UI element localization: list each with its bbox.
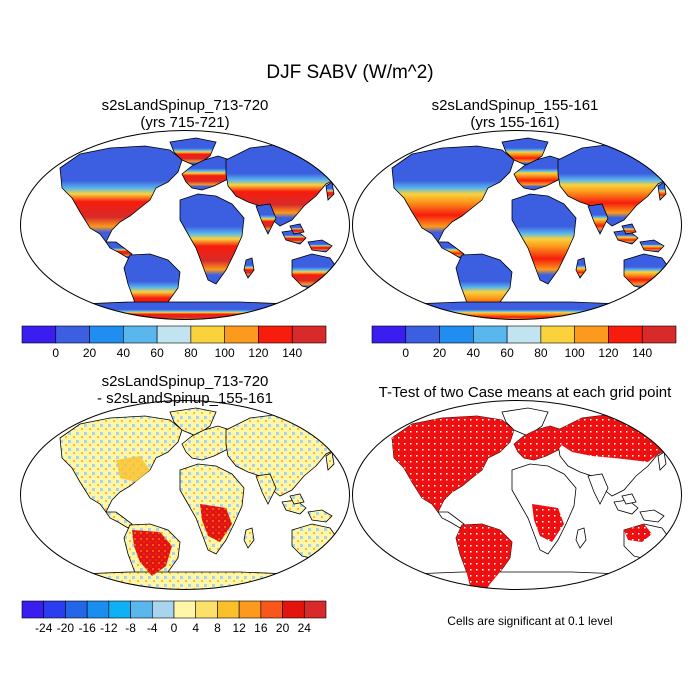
panel-2-title-line1: s2sLandSpinup_155-161: [431, 97, 599, 114]
panel-2-border: [352, 130, 682, 320]
colorbar-top-right-label: 120: [598, 346, 618, 360]
colorbar-top-right-label: 80: [534, 346, 548, 360]
colorbar-top-right-swatch: [439, 325, 474, 344]
panel-1-title: s2sLandSpinup_713-720 (yrs 715-721): [10, 97, 360, 131]
colorbar-top-right-label: 100: [565, 346, 585, 360]
colorbar-bottom-left-label: 20: [276, 621, 290, 635]
panel-4-title: T-Test of two Case means at each grid po…: [350, 384, 700, 401]
colorbar-bottom-left-swatch: [195, 600, 218, 619]
panel-2-land: [373, 137, 682, 320]
colorbar-bottom-left-label: 4: [192, 621, 199, 635]
colorbar-top-right-label: 140: [632, 346, 652, 360]
colorbar-bottom-left-swatch: [86, 600, 110, 619]
colorbar-bottom-left-label: 24: [298, 621, 312, 635]
panel-1-map: [20, 130, 350, 320]
colorbar-top-left-swatch: [156, 325, 192, 344]
colorbar-bottom-left-swatch: [303, 600, 327, 619]
colorbar-top-left-swatch: [291, 325, 327, 344]
colorbar-bottom-left-swatch: [282, 600, 305, 619]
colorbar-top-left-label: 120: [248, 346, 268, 360]
colorbar-bottom-left-swatch: [151, 600, 175, 619]
colorbar-top-right-swatch: [405, 325, 440, 344]
colorbar-bottom-left-label: 16: [254, 621, 268, 635]
panel-3-border: [20, 400, 350, 590]
colorbar-bottom-left-label: -4: [147, 621, 158, 635]
panel-1-land: [41, 137, 350, 320]
colorbar-top-left-swatch: [258, 325, 293, 344]
panel-4-land: [373, 407, 682, 590]
colorbar-bottom-left-label: -16: [78, 621, 96, 635]
colorbar-bottom-left-swatch: [21, 600, 45, 619]
panel-3-title: s2sLandSpinup_713-720 - s2sLandSpinup_15…: [10, 373, 360, 407]
colorbar-bottom-left-label: -24: [35, 621, 53, 635]
panel-1-title-line2: (yrs 715-721): [140, 114, 230, 131]
colorbar-top-right-label: 0: [402, 346, 409, 360]
panel-2-title-line2: (yrs 155-161): [470, 114, 560, 131]
colorbar-bottom-left-swatch: [130, 600, 153, 619]
colorbar-top-right-swatch: [371, 325, 407, 344]
colorbar-top-right-label: 20: [433, 346, 447, 360]
panel-1-border: [20, 130, 350, 320]
colorbar-bottom-left-label: -20: [57, 621, 75, 635]
panel-2-title: s2sLandSpinup_155-161 (yrs 155-161): [340, 97, 690, 131]
colorbar-top-left-label: 20: [83, 346, 97, 360]
colorbar-top-left-swatch: [55, 325, 90, 344]
panel-4-map: [352, 400, 682, 590]
colorbar-top-left-swatch: [224, 325, 259, 344]
colorbar-bottom-left-swatch: [173, 600, 197, 619]
colorbar-top-right-swatch: [473, 325, 508, 344]
colorbar-bottom-left-label: 8: [214, 621, 221, 635]
panel-3-title-line1: s2sLandSpinup_713-720: [101, 373, 269, 390]
significance-note: Cells are significant at 0.1 level: [447, 614, 613, 628]
panel-3-land: [41, 407, 350, 590]
colorbar-top-right-swatch: [574, 325, 609, 344]
colorbar-top-right-swatch: [608, 325, 643, 344]
colorbar-bottom-left-label: -8: [125, 621, 136, 635]
colorbar-top-left-label: 0: [52, 346, 59, 360]
colorbar-bottom-left-label: 12: [232, 621, 246, 635]
panel-3-map: [20, 400, 350, 590]
figure-title: DJF SABV (W/m^2): [266, 62, 434, 83]
colorbar-top-left-label: 140: [282, 346, 302, 360]
colorbar-top-right-swatch: [641, 325, 677, 344]
panel-1-title-line1: s2sLandSpinup_713-720: [101, 97, 269, 114]
colorbar-bottom-left-label: 0: [171, 621, 178, 635]
colorbar-top-left-swatch: [89, 325, 124, 344]
panel-4-border: [352, 400, 682, 590]
colorbar-top-right-label: 60: [500, 346, 514, 360]
colorbar-top-right-swatch: [506, 325, 542, 344]
colorbar-top-right-label: 40: [467, 346, 481, 360]
colorbar-bottom-left-swatch: [260, 600, 283, 619]
colorbar-bottom-left-swatch: [238, 600, 262, 619]
colorbar-bottom-left-swatch: [65, 600, 88, 619]
colorbar-top-left-label: 100: [215, 346, 235, 360]
colorbar-top-left-swatch: [190, 325, 225, 344]
colorbar-bottom-left: -24 -20 -16 -12 -8 -4 0 4 8 12 16 20 24: [21, 600, 327, 635]
colorbar-top-left-swatch: [123, 325, 158, 344]
panel-3-title-line2: - s2sLandSpinup_155-161: [97, 390, 273, 407]
colorbar-top-left-label: 60: [150, 346, 164, 360]
panel-4-title-line1: T-Test of two Case means at each grid po…: [378, 384, 672, 401]
colorbar-bottom-left-swatch: [217, 600, 240, 619]
colorbar-top-right: 0 20 40 60 80 100 120 140: [371, 325, 677, 360]
colorbar-top-right-swatch: [540, 325, 575, 344]
colorbar-top-left-swatch: [21, 325, 57, 344]
colorbar-bottom-left-swatch: [108, 600, 131, 619]
colorbar-bottom-left-label: -12: [100, 621, 118, 635]
panel-2-map: [352, 130, 682, 320]
colorbar-top-left-label: 80: [184, 346, 198, 360]
colorbar-top-left: 0 20 40 60 80 100 120 140: [21, 325, 327, 360]
colorbar-top-left-label: 40: [117, 346, 131, 360]
colorbar-bottom-left-swatch: [43, 600, 66, 619]
